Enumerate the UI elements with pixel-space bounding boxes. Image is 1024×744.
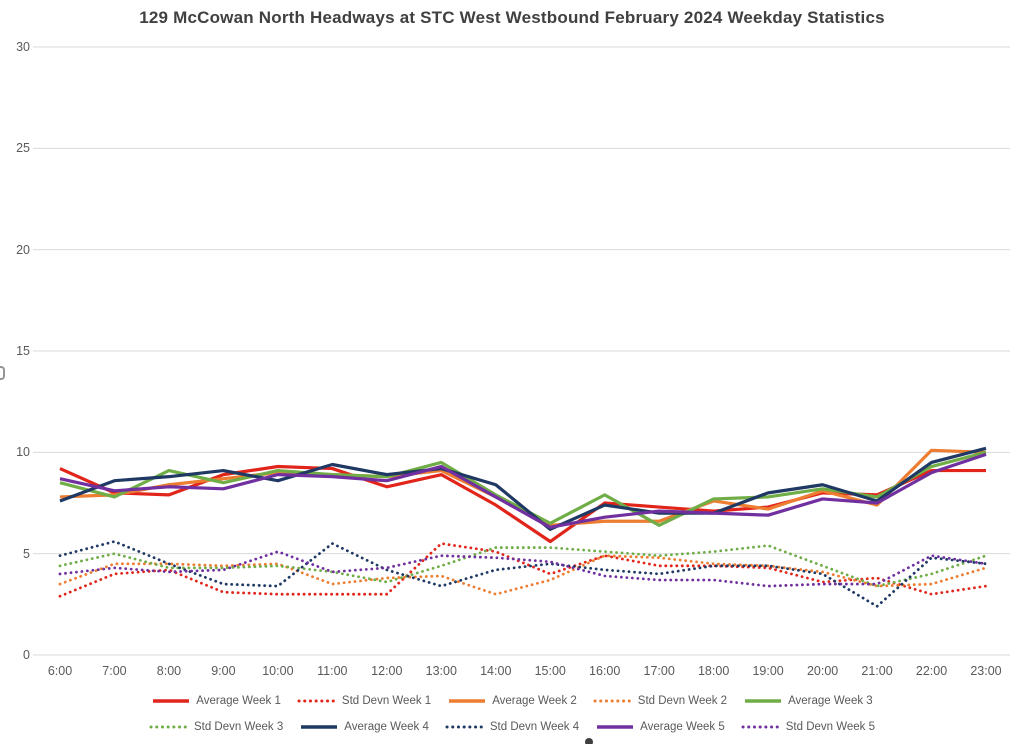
bottom-clipped-fragment [585, 738, 593, 744]
legend-label: Std Devn Week 2 [637, 695, 728, 707]
legend-label: Average Week 3 [788, 695, 873, 707]
legend-item-average-week-5: Average Week 5 [595, 721, 725, 733]
x-tick-label-800: 8:00 [156, 664, 182, 678]
legend-label: Std Devn Week 4 [489, 721, 580, 733]
legend-label: Std Devn Week 5 [785, 721, 876, 733]
x-tick-label-1300: 13:00 [425, 664, 457, 678]
legend-label: Std Devn Week 3 [193, 721, 284, 733]
legend-item-average-week-1: Average Week 1 [151, 695, 281, 707]
legend-label: Average Week 1 [196, 695, 281, 707]
legend-label: Average Week 5 [640, 721, 725, 733]
x-tick-label-1100: 11:00 [317, 664, 348, 678]
series-line-average-week-5 [59, 452, 987, 529]
x-tick-label-700: 7:00 [102, 664, 127, 678]
legend-item-average-week-4: Average Week 4 [299, 721, 429, 733]
chart-title: 129 McCowan North Headways at STC West W… [139, 8, 885, 27]
legend-item-std-devn-week-4: Std Devn Week 4 [445, 721, 579, 733]
x-tick-label-1400: 14:00 [480, 664, 512, 678]
series-line-std-devn-week-5 [58, 550, 988, 588]
dotted-line-swatch-icon [593, 699, 633, 703]
x-tick-label-1500: 15:00 [534, 664, 566, 678]
solid-line-swatch-icon [153, 699, 190, 703]
x-tick-label-600: 6:00 [47, 664, 73, 678]
series-line-std-devn-week-1 [58, 542, 988, 598]
dotted-line-swatch-icon [149, 725, 189, 729]
legend-item-std-devn-week-5: Std Devn Week 5 [741, 721, 875, 733]
y-tick-label-30: 30 [16, 39, 30, 54]
legend-label: Std Devn Week 1 [341, 695, 432, 707]
x-tick-label-1600: 16:00 [589, 664, 621, 678]
y-tick-label-0: 0 [23, 648, 30, 662]
series-line-average-week-4 [59, 446, 987, 531]
solid-line-swatch-icon [745, 699, 782, 703]
legend-label: Average Week 2 [492, 695, 577, 707]
x-tick-label-1200: 12:00 [371, 664, 403, 678]
x-tick-label-1900: 19:00 [752, 664, 784, 678]
y-tick-label-5: 5 [23, 546, 30, 561]
solid-line-swatch-icon [597, 725, 634, 729]
dotted-line-swatch-icon [741, 725, 781, 729]
x-tick-label-2100: 21:00 [861, 664, 893, 678]
x-tick-label-2200: 22:00 [915, 664, 948, 678]
legend-item-std-devn-week-1: Std Devn Week 1 [297, 695, 431, 707]
legend-item-std-devn-week-2: Std Devn Week 2 [593, 695, 727, 707]
x-tick-label-2300: 23:00 [970, 664, 1002, 678]
dotted-line-swatch-icon [445, 725, 485, 729]
y-tick-label-15: 15 [16, 343, 30, 358]
solid-line-swatch-icon [301, 725, 338, 729]
y-tick-label-10: 10 [16, 445, 30, 460]
legend-row-2: Std Devn Week 3 Average Week 4 Std Devn We… [0, 714, 1024, 740]
dotted-line-swatch-icon [297, 699, 337, 703]
solid-line-swatch-icon [449, 699, 486, 703]
legend: Average Week 1 Std Devn Week 1 Average Wee… [0, 688, 1024, 740]
x-tick-label-1700: 17:00 [643, 664, 675, 678]
series-line-std-devn-week-3 [58, 544, 988, 588]
y-tick-label-25: 25 [16, 141, 30, 156]
legend-item-average-week-3: Average Week 3 [743, 695, 873, 707]
legend-label: Average Week 4 [344, 721, 429, 733]
x-tick-label-900: 9:00 [211, 664, 236, 678]
x-tick-label-1800: 18:00 [697, 664, 730, 678]
legend-row-1: Average Week 1 Std Devn Week 1 Average Wee… [0, 688, 1024, 714]
legend-item-std-devn-week-3: Std Devn Week 3 [149, 721, 283, 733]
y-axis-title-clipped-fragment [0, 366, 5, 380]
x-tick-label-2000: 20:00 [806, 664, 839, 678]
x-tick-label-1000: 10:00 [262, 664, 294, 678]
legend-item-average-week-2: Average Week 2 [447, 695, 577, 707]
y-tick-label-20: 20 [16, 242, 30, 257]
